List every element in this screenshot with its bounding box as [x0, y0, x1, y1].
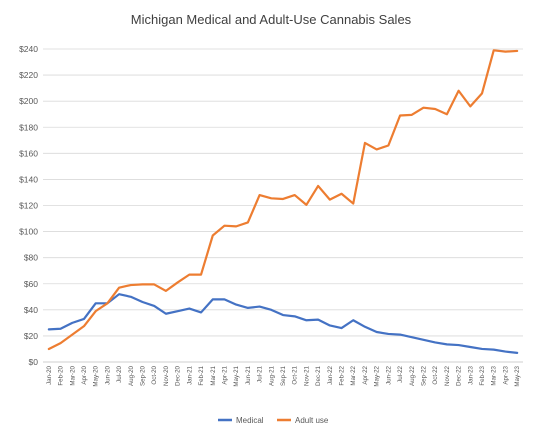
x-tick-label: Feb-21	[198, 365, 205, 385]
x-tick-label: Apr-21	[221, 365, 228, 384]
x-tick-label: Mar-21	[210, 365, 217, 385]
x-tick-label: Sep-22	[420, 365, 427, 386]
x-tick-label: Jan-23	[467, 365, 474, 384]
legend-label-medical: Medical	[236, 416, 264, 425]
x-tick-label: May-20	[93, 365, 100, 386]
y-tick-label: $40	[24, 305, 38, 315]
x-tick-label: May-21	[233, 365, 240, 386]
x-tick-label: Dec-22	[456, 365, 463, 386]
x-tick-label: Feb-22	[339, 365, 346, 385]
y-tick-label: $200	[19, 96, 38, 106]
y-tick-label: $20	[24, 331, 38, 341]
y-tick-label: $100	[19, 227, 38, 237]
x-tick-label: Apr-23	[502, 365, 509, 384]
x-tick-label: Oct-21	[292, 365, 299, 384]
y-tick-label: $0	[29, 357, 39, 367]
x-tick-label: Aug-22	[409, 365, 416, 386]
x-tick-label: Nov-21	[303, 365, 310, 386]
x-tick-label: Sep-20	[140, 365, 147, 386]
x-tick-label: Dec-20	[175, 365, 182, 386]
x-tick-label: Mar-20	[69, 365, 76, 385]
y-tick-label: $220	[19, 70, 38, 80]
y-axis-tick-labels: $0 $20 $40 $60 $80 $100 $120 $140 $160 $180 $200 $2…	[19, 44, 38, 367]
x-tick-label: Jun-21	[245, 365, 252, 384]
x-tick-label: Apr-20	[81, 365, 88, 384]
gridlines	[43, 48, 523, 363]
y-tick-label: $120	[19, 201, 38, 211]
x-tick-label: May-23	[514, 365, 521, 386]
series-line-medical	[47, 293, 519, 354]
x-tick-label: Dec-21	[315, 365, 322, 386]
y-tick-label: $160	[19, 148, 38, 158]
x-tick-label: Jul-20	[116, 365, 123, 382]
x-tick-label: Nov-20	[163, 365, 170, 386]
x-tick-label: Jul-21	[257, 365, 264, 382]
x-tick-label: Aug-20	[128, 365, 135, 386]
chart-title: Michigan Medical and Adult-Use Cannabis …	[131, 12, 412, 27]
x-tick-label: Jul-22	[397, 365, 404, 382]
x-tick-label: Jun-22	[385, 365, 392, 384]
x-tick-label: Jun-20	[104, 365, 111, 384]
x-tick-label: Sep-21	[280, 365, 287, 386]
x-axis-tick-labels: Jan-20 Feb-20 Mar-20 Apr-20 May-20 Jun-20 Jul-…	[46, 365, 521, 386]
x-tick-label: Jan-22	[327, 365, 334, 384]
y-tick-label: $80	[24, 253, 38, 263]
legend-label-adult-use: Adult use	[295, 416, 329, 425]
x-tick-label: Apr-22	[362, 365, 369, 384]
y-tick-label: $60	[24, 279, 38, 289]
legend: Medical Adult use	[218, 416, 329, 425]
x-tick-label: Mar-23	[491, 365, 498, 385]
x-tick-label: May-22	[374, 365, 381, 386]
x-tick-label: Aug-21	[268, 365, 275, 386]
x-tick-label: Oct-20	[151, 365, 158, 384]
x-tick-label: Mar-22	[350, 365, 357, 385]
y-tick-label: $140	[19, 174, 38, 184]
x-tick-label: Nov-22	[444, 365, 451, 386]
x-tick-label: Jan-21	[186, 365, 193, 384]
x-tick-label: Feb-23	[479, 365, 486, 385]
series-lines	[47, 49, 519, 354]
x-tick-label: Oct-22	[432, 365, 439, 384]
y-tick-label: $180	[19, 122, 38, 132]
x-tick-label: Feb-20	[58, 365, 65, 385]
y-tick-label: $240	[19, 44, 38, 54]
x-tick-label: Jan-20	[46, 365, 53, 384]
series-line-adult-use	[47, 49, 519, 351]
